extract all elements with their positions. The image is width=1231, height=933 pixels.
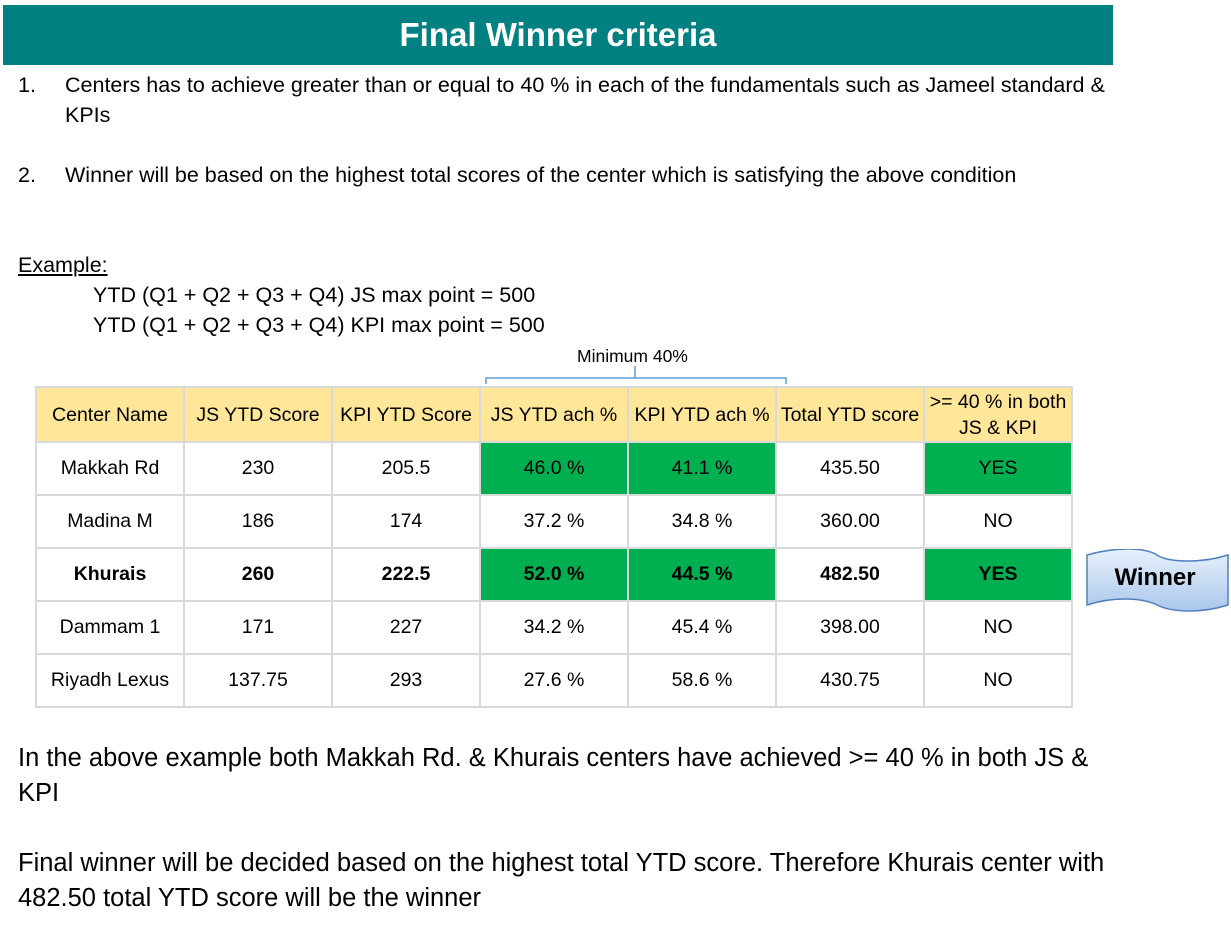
cell-center-name: Dammam 1	[35, 600, 185, 655]
cell-total-score: 360.00	[775, 494, 925, 549]
example-heading: Example:	[18, 253, 108, 277]
header-kpi-ytd-score: KPI YTD Score	[331, 386, 481, 443]
table-row: Madina M 186 174 37.2 % 34.8 % 360.00 NO	[35, 494, 1073, 549]
cell-js-ach: 34.2 %	[479, 600, 629, 655]
cell-qualified: YES	[923, 547, 1073, 602]
cell-kpi-score: 205.5	[331, 441, 481, 496]
minimum-label: Minimum 40%	[577, 346, 688, 366]
summary-paragraph-1: In the above example both Makkah Rd. & K…	[18, 744, 1089, 807]
minimum-bracket	[485, 366, 787, 384]
winner-label: Winner	[1114, 564, 1196, 591]
cell-js-score: 260	[183, 547, 333, 602]
cell-total-score: 435.50	[775, 441, 925, 496]
header-kpi-ytd-ach: KPI YTD ach %	[627, 386, 777, 443]
table-row: Khurais 260 222.5 52.0 % 44.5 % 482.50 Y…	[35, 547, 1073, 602]
cell-kpi-score: 222.5	[331, 547, 481, 602]
table-row: Makkah Rd 230 205.5 46.0 % 41.1 % 435.50…	[35, 441, 1073, 496]
cell-js-ach: 27.6 %	[479, 653, 629, 708]
cell-kpi-score: 293	[331, 653, 481, 708]
cell-js-ach: 52.0 %	[479, 547, 629, 602]
criteria-text: Centers has to achieve greater than or e…	[65, 73, 1105, 127]
summary-paragraph-2: Final winner will be decided based on th…	[18, 849, 1105, 912]
example-kpi-max-line: YTD (Q1 + Q2 + Q3 + Q4) KPI max point = …	[93, 313, 545, 337]
header-both-above-40: >= 40 % in both JS & KPI	[923, 386, 1073, 443]
header-js-ytd-ach: JS YTD ach %	[479, 386, 629, 443]
table-row: Riyadh Lexus 137.75 293 27.6 % 58.6 % 43…	[35, 653, 1073, 708]
header-center-name: Center Name	[35, 386, 185, 443]
cell-kpi-ach: 45.4 %	[627, 600, 777, 655]
criteria-number: 2.	[18, 163, 36, 187]
example-js-max-line: YTD (Q1 + Q2 + Q3 + Q4) JS max point = 5…	[93, 283, 536, 307]
cell-qualified: YES	[923, 441, 1073, 496]
cell-qualified: NO	[923, 494, 1073, 549]
criteria-number: 1.	[18, 73, 36, 97]
cell-kpi-ach: 41.1 %	[627, 441, 777, 496]
cell-qualified: NO	[923, 600, 1073, 655]
cell-js-score: 171	[183, 600, 333, 655]
cell-kpi-score: 227	[331, 600, 481, 655]
cell-center-name: Makkah Rd	[35, 441, 185, 496]
cell-js-score: 186	[183, 494, 333, 549]
header-total-ytd-score: Total YTD score	[775, 386, 925, 443]
cell-js-ach: 46.0 %	[479, 441, 629, 496]
winner-flag-shape	[1086, 549, 1229, 612]
header-js-ytd-score: JS YTD Score	[183, 386, 333, 443]
cell-kpi-ach: 58.6 %	[627, 653, 777, 708]
cell-js-score: 230	[183, 441, 333, 496]
cell-total-score: 430.75	[775, 653, 925, 708]
criteria-text: Winner will be based on the highest tota…	[65, 163, 1017, 187]
cell-center-name: Riyadh Lexus	[35, 653, 185, 708]
scores-table: Center Name JS YTD Score KPI YTD Score J…	[35, 386, 1073, 708]
cell-qualified: NO	[923, 653, 1073, 708]
cell-kpi-ach: 34.8 %	[627, 494, 777, 549]
table-header-row: Center Name JS YTD Score KPI YTD Score J…	[35, 386, 1073, 443]
cell-center-name: Madina M	[35, 494, 185, 549]
cell-center-name: Khurais	[35, 547, 185, 602]
cell-js-ach: 37.2 %	[479, 494, 629, 549]
cell-kpi-ach: 44.5 %	[627, 547, 777, 602]
cell-js-score: 137.75	[183, 653, 333, 708]
cell-total-score: 398.00	[775, 600, 925, 655]
table-row: Dammam 1 171 227 34.2 % 45.4 % 398.00 NO	[35, 600, 1073, 655]
page-title: Final Winner criteria	[3, 5, 1113, 65]
cell-kpi-score: 174	[331, 494, 481, 549]
cell-total-score: 482.50	[775, 547, 925, 602]
